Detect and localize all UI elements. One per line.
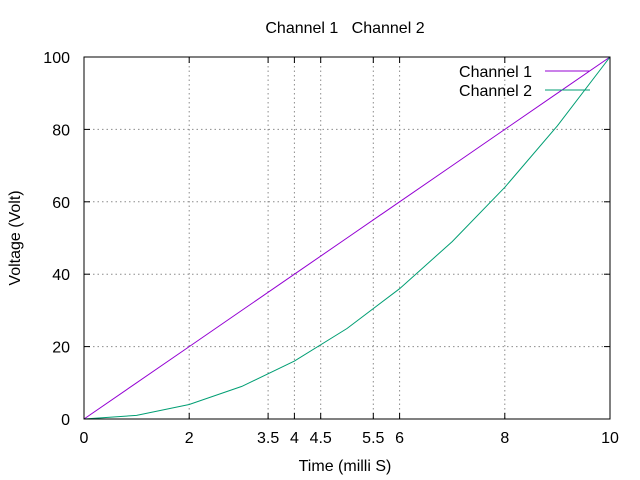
x-tick-label: 4.5 [310,430,332,447]
y-tick-label: 20 [52,340,70,357]
x-tick-label: 2 [185,430,194,447]
x-tick-label: 6 [395,430,404,447]
x-tick-label: 3.5 [257,430,279,447]
x-axis-label: Time (milli S) [299,458,392,475]
grid-layer [84,57,610,419]
plot-frame [83,56,611,420]
series-line-1 [83,56,611,420]
series-line-2 [83,56,611,420]
y-tick-label: 80 [52,122,70,139]
x-tick-label: 5.5 [362,430,384,447]
y-tick-label: 0 [61,412,70,429]
x-tick-label: 10 [601,430,619,447]
y-tick-label: 60 [52,195,70,212]
y-tick-label: 40 [52,267,70,284]
y-tick-label: 100 [43,50,70,67]
x-tick-label: 4 [290,430,299,447]
legend-label-2: Channel 2 [459,83,532,100]
x-tick-label: 8 [500,430,509,447]
x-tick-label: 0 [80,430,89,447]
chart-title: Channel 1 Channel 2 [265,20,424,37]
y-axis-label: Voltage (Volt) [7,190,24,285]
series-layer [83,56,611,420]
tick-layer [83,56,611,420]
legend-label-1: Channel 1 [459,64,532,81]
legend: Channel 1 Channel 2 [459,64,590,100]
